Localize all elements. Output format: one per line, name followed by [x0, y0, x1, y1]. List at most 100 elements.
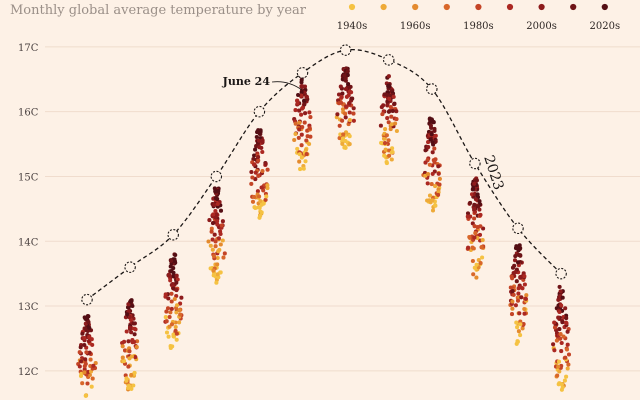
y-tick-label: 17C	[18, 43, 39, 54]
year-dot	[169, 258, 174, 263]
year-dot	[513, 270, 518, 275]
gridlines: 12C 13C 14C 15C 16C 17C	[18, 43, 640, 378]
year-dot	[433, 133, 438, 138]
year-dot	[350, 96, 355, 101]
year-dot	[479, 245, 484, 250]
year-dot	[259, 185, 264, 190]
year-dot	[210, 247, 215, 252]
year-dot	[86, 320, 91, 325]
year-dot	[297, 127, 302, 132]
year-dot	[465, 214, 470, 219]
year-dot	[211, 254, 217, 259]
year-dot	[516, 260, 521, 265]
year-dot	[164, 309, 169, 314]
year-dot	[249, 181, 254, 186]
year-dot	[345, 73, 350, 78]
year-dot	[120, 344, 125, 349]
year-dot	[425, 181, 430, 186]
year-dot	[518, 322, 523, 327]
year-dot	[423, 160, 428, 165]
year-dot	[473, 231, 478, 236]
year-dot	[558, 336, 563, 341]
year-dot	[556, 382, 561, 387]
year-dot	[510, 306, 515, 311]
year-dot	[260, 138, 265, 143]
point-2023	[167, 229, 179, 241]
legend: 1940s 1960s 1980s 2000s 2020s	[337, 3, 621, 32]
year-dot	[90, 342, 95, 347]
year-dot	[478, 212, 483, 217]
year-dot	[168, 310, 173, 315]
year-dot	[299, 80, 304, 85]
year-dot	[560, 320, 565, 325]
year-dot	[347, 101, 352, 106]
year-dot	[164, 319, 169, 324]
year-dot	[178, 312, 183, 317]
year-dot	[87, 335, 92, 340]
year-dot	[468, 200, 473, 205]
year-dot	[308, 115, 313, 120]
year-dot	[338, 84, 343, 89]
line-2023	[81, 44, 567, 306]
year-dot	[258, 199, 263, 204]
year-dot	[303, 159, 308, 164]
year-dot	[340, 107, 346, 112]
year-dot	[257, 194, 262, 199]
year-dot	[216, 188, 221, 193]
legend-swatch	[601, 3, 608, 11]
year-dot	[425, 198, 430, 203]
year-dot	[517, 311, 522, 316]
year-dot	[207, 218, 212, 223]
year-dot	[212, 202, 217, 208]
year-dot	[172, 296, 177, 302]
year-dot	[510, 289, 515, 294]
year-dot	[178, 301, 183, 306]
year-dot	[430, 171, 435, 176]
year-dot	[89, 384, 94, 389]
year-dot	[299, 143, 304, 148]
year-dot	[474, 262, 479, 267]
year-dot	[132, 332, 137, 337]
legend-label: 1980s	[463, 21, 494, 32]
year-dot	[340, 136, 346, 141]
year-dot	[430, 150, 435, 155]
legend-label: 2020s	[590, 21, 621, 32]
year-dot	[427, 193, 433, 198]
year-dot	[293, 131, 298, 137]
year-dot	[213, 215, 218, 220]
year-dot	[566, 352, 572, 357]
year-dot	[423, 148, 428, 153]
year-dot	[299, 132, 304, 137]
year-dot	[429, 182, 434, 187]
year-dot	[559, 303, 564, 308]
year-dot	[132, 326, 137, 331]
year-dot	[515, 298, 521, 303]
year-dot	[307, 110, 312, 115]
year-dot	[512, 263, 517, 268]
year-dot	[260, 149, 265, 155]
year-dot	[250, 175, 255, 180]
year-dot	[344, 104, 349, 109]
year-dot	[124, 329, 129, 334]
year-dot	[386, 84, 391, 89]
year-dot	[300, 125, 305, 130]
year-dot	[297, 108, 302, 113]
year-dot	[132, 321, 137, 326]
year-dot	[470, 258, 475, 264]
year-dot	[552, 325, 558, 330]
year-dot	[387, 153, 392, 158]
year-dot	[133, 355, 138, 360]
annotations: June 24 2023	[222, 75, 507, 192]
legend-label: 1960s	[400, 21, 431, 32]
year-dot	[222, 251, 227, 256]
y-tick-label: 13C	[18, 302, 39, 313]
legend-swatch	[475, 3, 482, 11]
year-dot	[515, 325, 520, 330]
year-dot	[389, 157, 394, 162]
year-dot	[475, 235, 480, 241]
year-dot	[516, 248, 521, 253]
chart-title: Monthly global average temperature by ye…	[10, 3, 307, 18]
legend-swatch	[506, 3, 514, 11]
year-dot	[518, 253, 523, 258]
year-dot	[514, 279, 519, 284]
